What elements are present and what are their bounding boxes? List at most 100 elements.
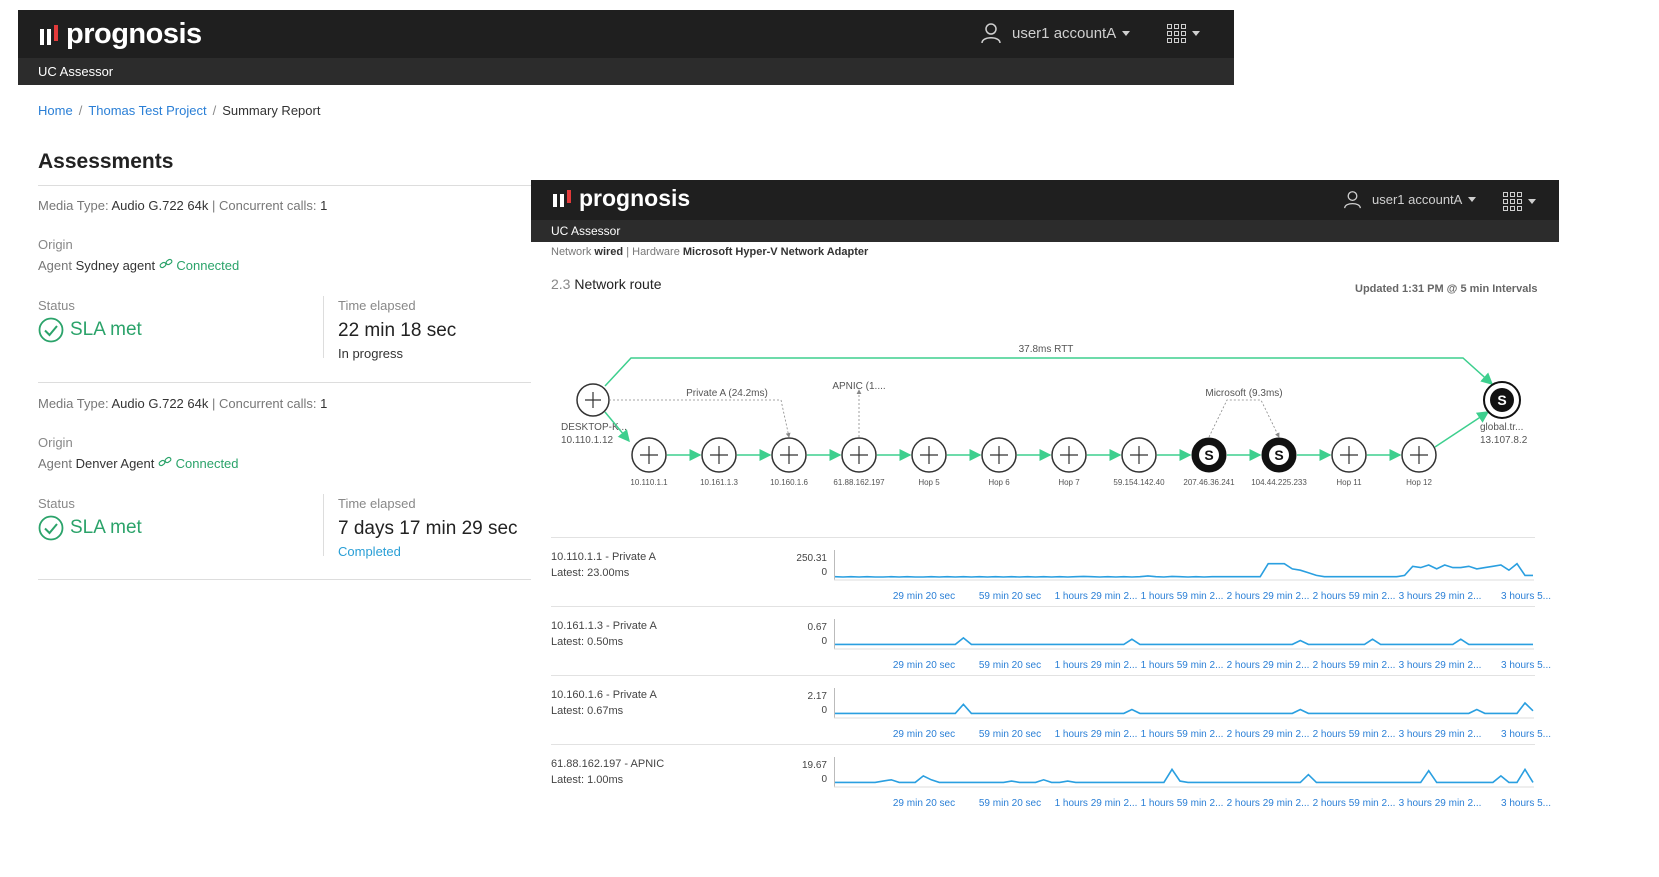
x-tick-label: 3 hours 5... [1500,660,1552,671]
y-axis-min: 0 [821,705,827,716]
x-tick-label: 3 hours 29 min 2... [1398,591,1482,602]
x-tick-label: 1 hours 59 min 2... [1140,660,1224,671]
app-launcher-button[interactable] [1503,192,1536,211]
breadcrumb-home[interactable]: Home [38,103,73,118]
section-number: 2.3 [551,276,571,292]
x-tick-label: 3 hours 29 min 2... [1398,660,1482,671]
user-menu[interactable]: user1 accountA [980,22,1131,44]
latency-series-line [835,636,1533,646]
latency-row[interactable]: 10.160.1.6 - Private A Latest: 0.67ms 2.17… [551,675,1551,744]
x-tick-label: 59 min 20 sec [978,729,1042,740]
skype-letter: S [1204,447,1213,463]
calls-value: 1 [320,396,328,411]
router-arrows-icon [850,446,868,464]
x-tick-label: 59 min 20 sec [978,591,1042,602]
latency-series-line [835,701,1534,715]
x-tick-label: 2 hours 59 min 2... [1312,729,1396,740]
skype-letter: S [1497,392,1506,408]
hop-label: 10.161.1.3 [700,478,738,487]
agent-name: Sydney agent [75,258,156,273]
hop-label: 104.44.225.233 [1251,478,1307,487]
skype-icon [1199,445,1219,465]
time-label: Time elapsed [338,496,416,511]
brand-name: prognosis [579,185,691,211]
hardware-value: Microsoft Hyper-V Network Adapter [682,246,869,258]
x-tick-label: 3 hours 5... [1500,798,1552,809]
agent-name: Denver Agent [75,456,155,471]
latency-row[interactable]: 10.161.1.3 - Private A Latest: 0.50ms 0.67… [551,606,1551,675]
hop-label: Hop 12 [1406,478,1432,487]
x-tick-label: 59 min 20 sec [978,660,1042,671]
agent-label: Agent [38,456,72,471]
app-title: UC Assessor [38,64,114,79]
router-arrows-icon [1060,446,1078,464]
skype-icon [1269,445,1289,465]
x-tick-label: 1 hours 29 min 2... [1054,591,1138,602]
app-bar: UC Assessor [531,220,1559,242]
x-tick-label: 1 hours 59 min 2... [1140,798,1224,809]
network-label: Network [551,246,592,258]
grid-icon [1167,24,1186,43]
status-value: SLA met [38,317,142,343]
media-value: Audio G.722 64k [111,396,209,411]
hop-label: 10.160.1.6 [770,478,808,487]
latency-row[interactable]: 10.110.1.1 - Private A Latest: 23.00ms 250… [551,537,1551,606]
divider [323,296,324,358]
media-info: Media Type: Audio G.722 64k | Concurrent… [38,396,328,411]
app-title: UC Assessor [551,224,621,238]
user-menu[interactable]: user1 accountA [1343,190,1477,209]
assessment-card[interactable]: Media Type: Audio G.722 64k | Concurrent… [38,198,531,388]
skype-icon [1490,388,1514,412]
chevron-down-icon [1192,31,1200,36]
user-icon [981,23,1001,44]
hop-label: 59.154.142.40 [1113,478,1165,487]
router-arrows-icon [780,446,798,464]
hop-label: Hop 7 [1058,478,1080,487]
progress-status: In progress [338,346,404,361]
time-elapsed: 7 days 17 min 29 sec [338,518,518,539]
x-tick-label: 2 hours 29 min 2... [1226,591,1310,602]
latency-row[interactable]: 61.88.162.197 - APNIC Latest: 1.00ms 19.67… [551,744,1551,813]
breadcrumb-separator: / [212,103,217,118]
grid-icon [1503,192,1522,211]
media-value: Audio G.722 64k [111,198,209,213]
y-axis-min: 0 [821,636,827,647]
group-label-private: Private A (24.2ms) [686,388,768,399]
latency-sparkline [834,757,1534,788]
x-tick-label: 1 hours 29 min 2... [1054,729,1138,740]
divider [38,579,531,580]
source-name: DESKTOP-K... [561,422,627,433]
x-tick-label: 2 hours 29 min 2... [1226,729,1310,740]
breadcrumb: Home / Thomas Test Project / Summary Report [38,103,320,118]
hop-label: 207.46.36.241 [1183,478,1235,487]
app-bar: UC Assessor [18,58,1234,85]
x-tick-label: 2 hours 29 min 2... [1226,660,1310,671]
app-launcher-button[interactable] [1167,24,1200,43]
hop-label: Hop 5 [918,478,940,487]
check-circle-icon [38,515,64,541]
x-tick-label: 3 hours 5... [1500,591,1552,602]
hop-label: 10.110.1.1 [630,478,668,487]
network-value: wired [594,246,624,258]
prognosis-logo[interactable]: prognosis [553,185,690,212]
route-link [604,411,630,443]
status-text: SLA met [70,517,142,538]
breadcrumb-project[interactable]: Thomas Test Project [88,103,207,118]
group-label-apnic: APNIC (1.... [832,381,885,392]
router-arrows-icon [1130,446,1148,464]
dest-name: global.tr... [1480,422,1523,433]
hop-name: 10.161.1.3 - Private A [551,620,657,632]
latency-sparkline [834,619,1534,650]
prognosis-logo-icon [40,24,58,45]
hop-name: 10.110.1.1 - Private A [551,551,656,563]
assessment-card[interactable]: Media Type: Audio G.722 64k | Concurrent… [38,396,531,586]
calls-label: Concurrent calls: [218,198,317,213]
latency-sparkline [834,688,1534,719]
check-circle-icon [38,317,64,343]
link-icon [159,258,173,269]
prognosis-logo[interactable]: prognosis [40,18,202,51]
y-axis-min: 0 [821,774,827,785]
agent-info: Agent Denver Agent Connected [38,456,239,471]
x-tick-label: 3 hours 29 min 2... [1398,729,1482,740]
status-text: SLA met [70,319,142,340]
